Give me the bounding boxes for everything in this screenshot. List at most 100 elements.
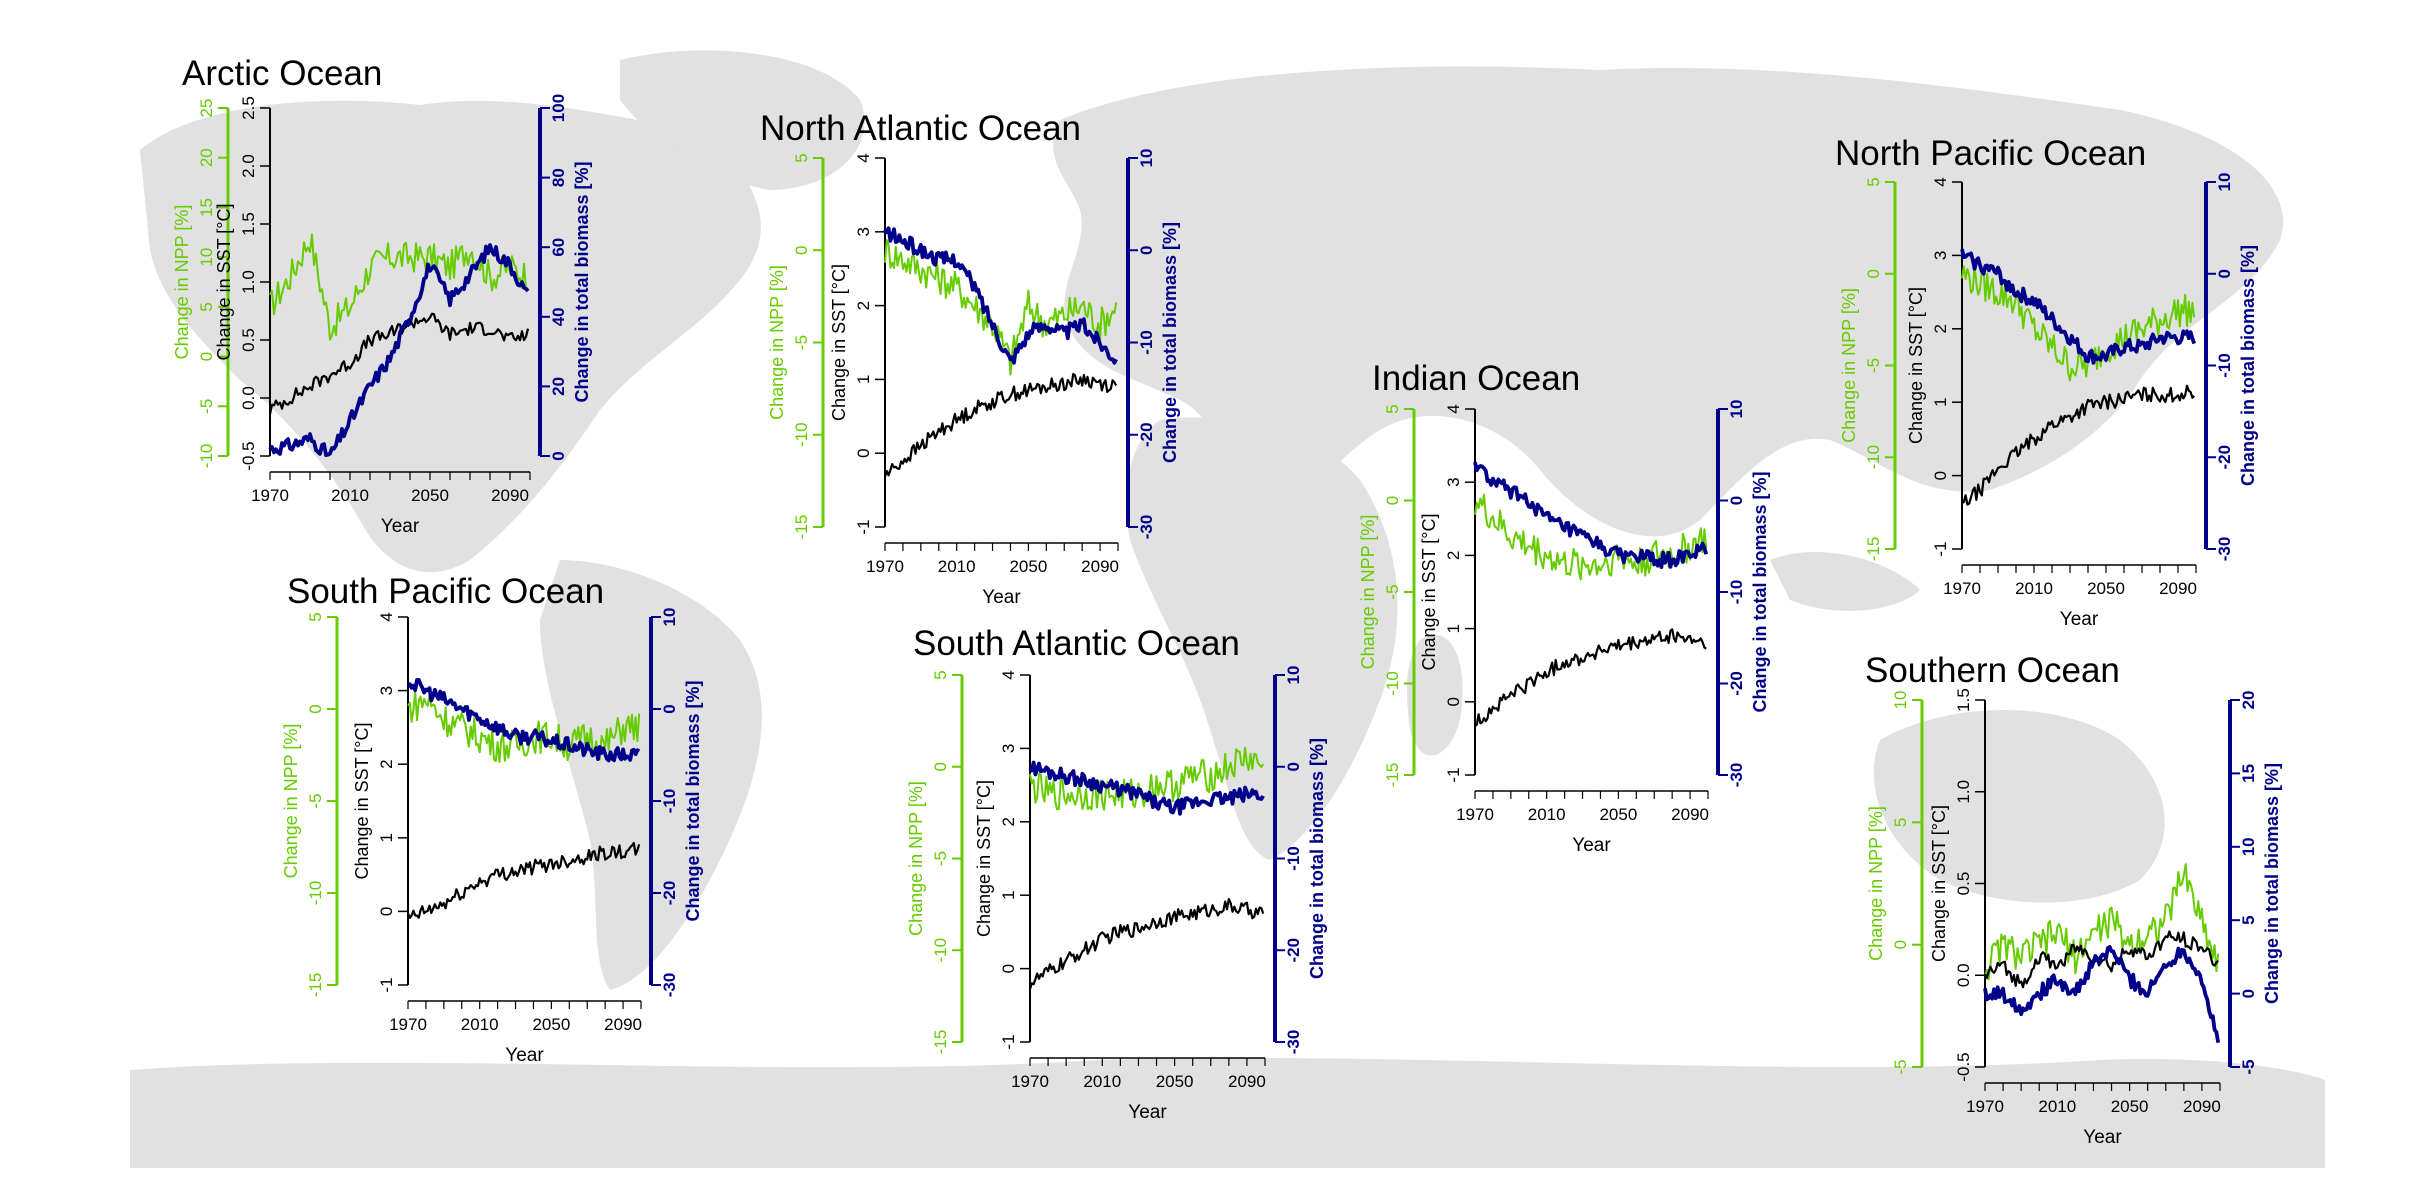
x-axis: 1970 2010 2050 2090 Year bbox=[1943, 564, 2197, 630]
sst-axis-label: Change in SST [°C] bbox=[1929, 805, 1949, 962]
npp-series-line bbox=[1984, 863, 2220, 981]
npp-axis: -15 -10 -5 0 5 Change in NPP [%] bbox=[767, 153, 825, 540]
sst-tick-label: 3 bbox=[999, 744, 1018, 753]
npp-tick-label: 0 bbox=[1891, 940, 1910, 949]
x-tick-label: 2010 bbox=[461, 1015, 499, 1034]
npp-tick-label: 5 bbox=[1864, 177, 1883, 186]
npp-tick-label: -10 bbox=[931, 938, 950, 963]
biomass-axis: -30 -20 -10 0 10 Change in total biomass [%] bbox=[1273, 666, 1327, 1055]
x-tick-label: 2050 bbox=[1009, 557, 1047, 576]
biomass-tick-label: 10 bbox=[1137, 149, 1156, 168]
x-tick-label: 1970 bbox=[1456, 805, 1494, 824]
npp-tick-label: 0 bbox=[1383, 496, 1402, 505]
x-tick-label: 2050 bbox=[2087, 579, 2125, 598]
x-tick-label: 2010 bbox=[331, 486, 369, 505]
biomass-tick-label: -30 bbox=[1137, 515, 1156, 540]
x-tick-label: 2090 bbox=[1228, 1072, 1266, 1091]
npp-tick-label: 5 bbox=[1891, 818, 1910, 827]
npp-axis-label: Change in NPP [%] bbox=[1866, 806, 1886, 961]
npp-tick-label: 5 bbox=[1383, 404, 1402, 413]
sst-tick-label: 0 bbox=[854, 448, 873, 457]
sst-tick-label: 0 bbox=[999, 964, 1018, 973]
sst-axis-label: Change in SST [°C] bbox=[214, 204, 234, 361]
npp-axis-label: Change in NPP [%] bbox=[767, 265, 787, 420]
npp-axis: -5 0 5 10 Change in NPP [%] bbox=[1866, 691, 1924, 1075]
npp-tick-label: 0 bbox=[792, 246, 811, 255]
biomass-tick-label: 10 bbox=[2239, 837, 2258, 856]
sst-tick-label: 3 bbox=[1931, 251, 1950, 260]
chart-title: South Pacific Ocean bbox=[287, 572, 604, 611]
landmass-6 bbox=[1407, 634, 1463, 756]
npp-axis-label: Change in NPP [%] bbox=[172, 205, 192, 360]
x-tick-label: 2010 bbox=[1528, 805, 1566, 824]
sst-tick-label: 3 bbox=[377, 686, 396, 695]
npp-tick-label: 0 bbox=[306, 704, 325, 713]
sst-series-line bbox=[406, 841, 641, 920]
biomass-tick-label: 10 bbox=[1727, 400, 1746, 419]
sst-tick-label: 2 bbox=[854, 301, 873, 310]
x-axis-label: Year bbox=[381, 516, 420, 537]
npp-tick-label: -5 bbox=[1891, 1059, 1910, 1074]
biomass-tick-label: 40 bbox=[549, 307, 568, 326]
biomass-series-line bbox=[406, 678, 641, 763]
chart-panel-7: Southern Ocean -5 0 5 10 Change in NPP [%] -0.… bbox=[1865, 651, 2282, 1148]
biomass-series-line bbox=[883, 226, 1118, 365]
sst-series-line bbox=[1028, 897, 1265, 990]
sst-tick-label: 3 bbox=[1444, 477, 1463, 486]
sst-tick-label: 1 bbox=[1444, 624, 1463, 633]
landmass-5 bbox=[1126, 417, 1398, 860]
x-tick-label: 2050 bbox=[1156, 1072, 1194, 1091]
npp-tick-label: 10 bbox=[1891, 691, 1910, 710]
sst-axis: -1 0 1 2 3 4 Change in SST [°C] bbox=[829, 153, 886, 535]
sst-tick-label: 4 bbox=[1444, 404, 1463, 413]
sst-tick-label: 0 bbox=[1931, 471, 1950, 480]
biomass-axis-label: Change in total biomass [%] bbox=[572, 161, 592, 402]
sst-series-line bbox=[883, 372, 1118, 478]
sst-series-line bbox=[1961, 384, 2195, 506]
sst-tick-label: -1 bbox=[1931, 541, 1950, 556]
biomass-tick-label: -10 bbox=[1284, 846, 1303, 871]
sst-axis: -0.5 0.0 0.5 1.0 1.5 Change in SST [°C] bbox=[1929, 688, 1986, 1082]
biomass-axis-label: Change in total biomass [%] bbox=[683, 680, 703, 921]
x-tick-label: 1970 bbox=[251, 486, 289, 505]
sst-tick-label: 1 bbox=[1931, 397, 1950, 406]
sst-tick-label: 0 bbox=[1444, 697, 1463, 706]
biomass-tick-label: 15 bbox=[2239, 764, 2258, 783]
biomass-tick-label: 10 bbox=[660, 608, 679, 627]
biomass-axis: -30 -20 -10 0 10 Change in total biomass [%] bbox=[649, 608, 703, 997]
x-tick-label: 1970 bbox=[1011, 1072, 1049, 1091]
chart-title: Southern Ocean bbox=[1865, 651, 2120, 690]
npp-tick-label: -15 bbox=[792, 515, 811, 540]
biomass-tick-label: -30 bbox=[1284, 1030, 1303, 1055]
biomass-tick-label: 0 bbox=[1727, 496, 1746, 505]
biomass-axis-label: Change in total biomass [%] bbox=[2262, 763, 2282, 1004]
npp-series-line bbox=[1961, 264, 2196, 382]
npp-axis: -15 -10 -5 0 5 Change in NPP [%] bbox=[1839, 177, 1897, 561]
sst-tick-label: 2 bbox=[1931, 324, 1950, 333]
sst-tick-label: 2 bbox=[377, 759, 396, 768]
biomass-series-line bbox=[1983, 945, 2221, 1044]
npp-tick-label: -15 bbox=[1383, 763, 1402, 788]
npp-tick-label: 0 bbox=[1864, 269, 1883, 278]
npp-tick-label: 25 bbox=[197, 99, 216, 118]
x-axis: 1970 2010 2050 2090 Year bbox=[866, 542, 1119, 608]
sst-tick-label: -1 bbox=[854, 519, 873, 534]
x-axis: 1970 2010 2050 2090 Year bbox=[251, 471, 531, 537]
sst-series-line bbox=[1474, 628, 1707, 727]
biomass-tick-label: 20 bbox=[2239, 691, 2258, 710]
sst-tick-label: -0.5 bbox=[1954, 1052, 1973, 1081]
biomass-tick-label: 0 bbox=[549, 451, 568, 460]
sst-tick-label: 3 bbox=[854, 227, 873, 236]
sst-series-line bbox=[268, 312, 530, 415]
x-tick-label: 2090 bbox=[491, 486, 529, 505]
biomass-tick-label: -5 bbox=[2239, 1059, 2258, 1074]
npp-tick-label: -5 bbox=[792, 335, 811, 350]
sst-tick-label: -1 bbox=[999, 1034, 1018, 1049]
biomass-axis: -30 -20 -10 0 10 Change in total biomass [%] bbox=[1126, 149, 1180, 540]
npp-tick-label: 5 bbox=[306, 612, 325, 621]
biomass-series-line bbox=[268, 243, 530, 458]
biomass-axis: -5 0 5 10 15 20 Change in total biomass [%] bbox=[2228, 691, 2282, 1075]
npp-tick-label: 5 bbox=[792, 153, 811, 162]
